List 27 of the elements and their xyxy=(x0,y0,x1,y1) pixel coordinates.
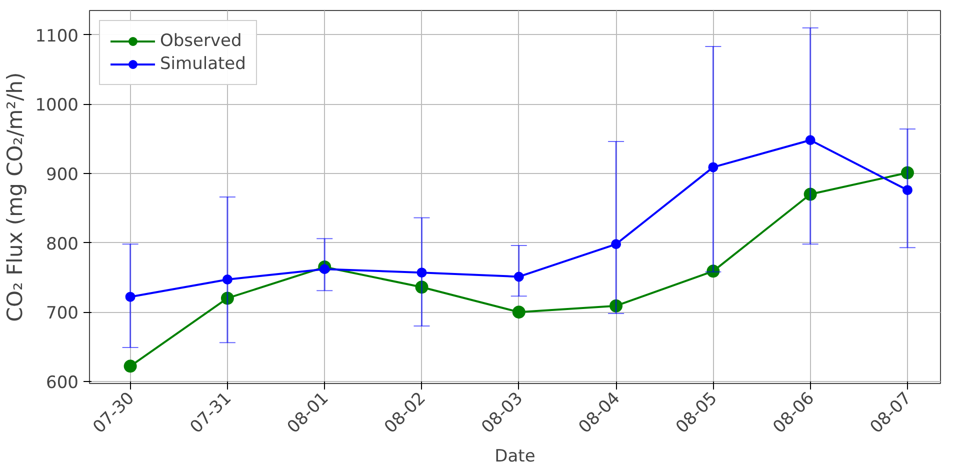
point xyxy=(900,166,914,180)
x-axis-title: Date xyxy=(494,446,536,467)
legend-label: Simulated xyxy=(160,54,246,74)
y-tick-label: 800 xyxy=(46,234,79,254)
y-tick-label: 600 xyxy=(46,372,79,393)
point xyxy=(124,360,137,373)
point xyxy=(220,292,234,305)
y-tick-label: 900 xyxy=(46,164,79,185)
point xyxy=(125,292,136,302)
point xyxy=(610,299,623,312)
y-axis-title: CO₂ Flux (mg CO₂/m²/h) xyxy=(3,72,28,322)
point xyxy=(320,264,330,274)
point xyxy=(514,272,524,282)
point xyxy=(415,280,428,294)
y-tick-label: 1100 xyxy=(35,26,78,46)
point xyxy=(708,162,718,172)
y-tick-label: 700 xyxy=(46,304,79,324)
point xyxy=(512,306,526,319)
legend-label: Observed xyxy=(160,31,242,51)
point xyxy=(611,239,622,250)
y-tick-label: 1000 xyxy=(35,96,78,116)
point xyxy=(902,185,912,196)
point xyxy=(706,264,720,278)
point xyxy=(222,274,232,284)
point xyxy=(416,268,427,278)
point xyxy=(805,135,816,146)
point xyxy=(804,188,817,201)
